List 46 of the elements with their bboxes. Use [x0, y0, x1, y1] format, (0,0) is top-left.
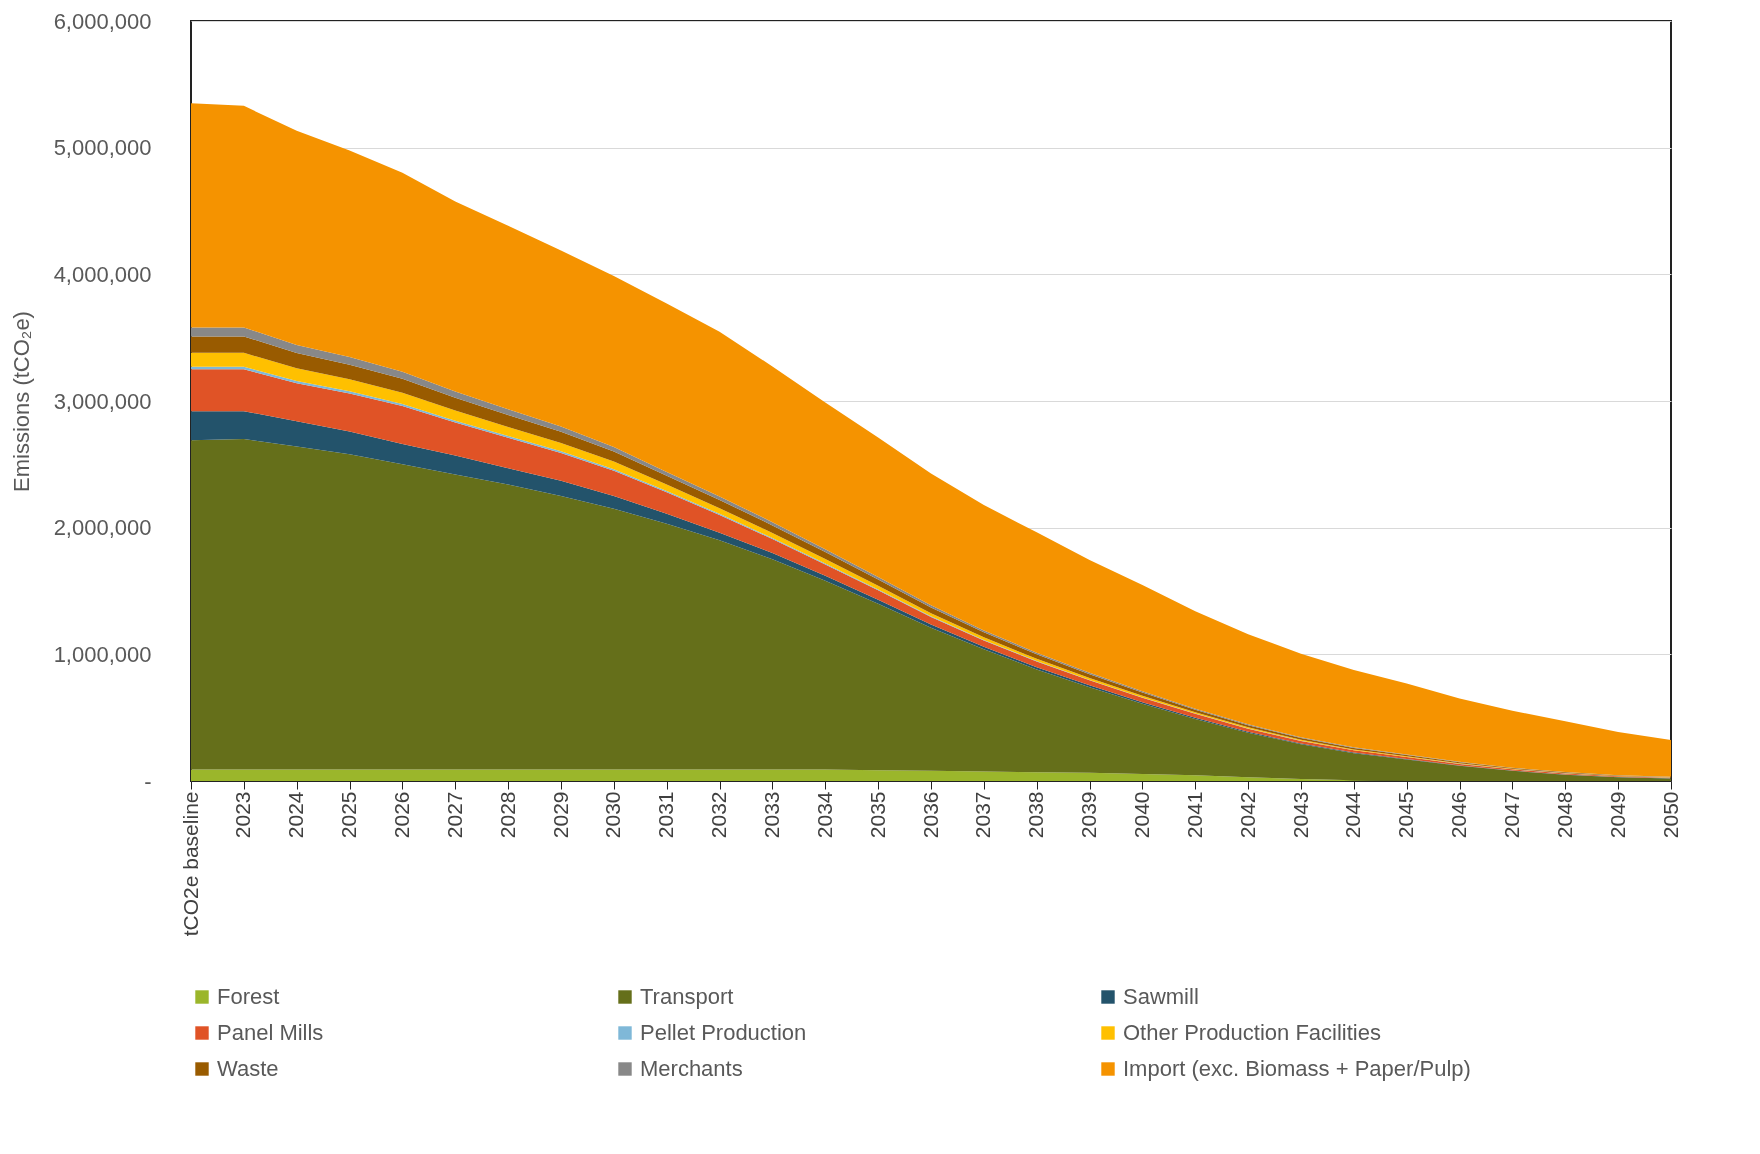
x-tick-label: 2032: [707, 791, 731, 839]
y-tick-label: 6,000,000: [53, 8, 152, 34]
x-tick-label: 2029: [548, 791, 572, 839]
x-tick-label: 2041: [1182, 791, 1206, 839]
x-tick-label: 2049: [1605, 791, 1629, 839]
y-axis-title: Emissions (tCO₂e): [8, 311, 34, 492]
legend-label: Panel Mills: [217, 1020, 324, 1045]
x-tick-label: 2045: [1394, 791, 1418, 839]
x-tick-label: 2037: [971, 791, 995, 839]
x-tick-label: 2036: [918, 791, 942, 839]
x-tick-label: 2040: [1129, 791, 1153, 839]
legend-label: Forest: [217, 984, 280, 1009]
legend-label: Merchants: [640, 1056, 743, 1081]
x-tick-label: 2038: [1024, 791, 1048, 839]
legend-label: Pellet Production: [640, 1020, 807, 1045]
x-tick-label: 2050: [1658, 791, 1682, 839]
x-tick-label: 2047: [1499, 791, 1523, 839]
x-tick-label: 2039: [1077, 791, 1101, 839]
x-tick-label: 2024: [284, 791, 308, 839]
legend-label: Waste: [217, 1056, 279, 1081]
x-tick-label: 2033: [759, 791, 783, 839]
legend-label: Import (exc. Biomass + Paper/Pulp): [1123, 1056, 1471, 1081]
x-tick-label: tCO2e baseline: [178, 791, 202, 937]
x-tick-label: 2028: [495, 791, 519, 839]
y-tick-label: 5,000,000: [53, 135, 152, 161]
y-tick-label: 2,000,000: [53, 515, 152, 541]
x-tick-label: 2030: [601, 791, 625, 839]
x-tick-label: 2027: [442, 791, 466, 839]
x-tick-label: 2042: [1235, 791, 1259, 839]
y-tick-label: -: [144, 768, 152, 794]
x-tick-label: 2044: [1341, 791, 1365, 839]
x-tick-label: 2031: [654, 791, 678, 839]
y-tick-label: 4,000,000: [53, 261, 152, 287]
x-tick-label: 2026: [389, 791, 413, 839]
x-tick-label: 2023: [231, 791, 255, 839]
legend-label: Transport: [640, 984, 734, 1009]
legend-label: Sawmill: [1123, 984, 1199, 1009]
x-tick-label: 2034: [812, 791, 836, 839]
x-tick-label: 2048: [1552, 791, 1576, 839]
x-tick-label: 2046: [1447, 791, 1471, 839]
x-tick-label: 2035: [865, 791, 889, 839]
x-tick-label: 2043: [1288, 791, 1312, 839]
y-tick-label: 1,000,000: [53, 641, 152, 667]
legend-label: Other Production Facilities: [1123, 1020, 1381, 1045]
y-tick-label: 3,000,000: [53, 388, 152, 414]
x-tick-label: 2025: [337, 791, 361, 839]
